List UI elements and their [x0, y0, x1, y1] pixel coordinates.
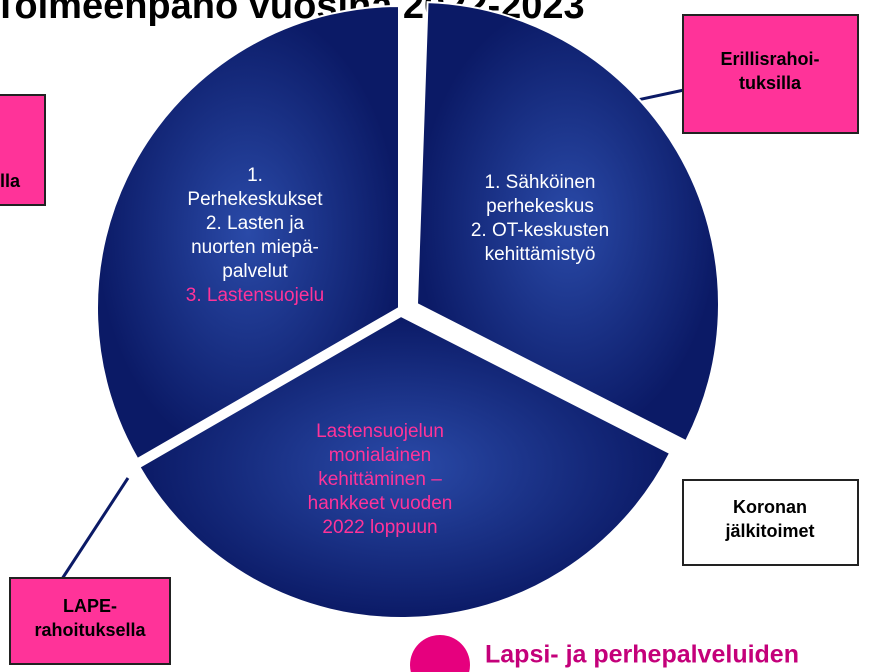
- pie-segment: [138, 314, 672, 619]
- segment-text: kehittämistyö: [485, 244, 596, 265]
- segment-text: hankkeet vuoden: [308, 493, 453, 514]
- segment-text: 2. OT-keskusten: [471, 220, 609, 241]
- box-label: Erillisrahoi-: [720, 49, 819, 69]
- box-label: Koronan: [733, 497, 807, 517]
- box: [682, 479, 859, 566]
- box: [0, 94, 46, 206]
- segment-text: 2. Lasten ja: [206, 213, 305, 234]
- segment-text: monialainen: [329, 445, 431, 466]
- segment-text: 3. Lastensuojelu: [186, 285, 324, 306]
- box: [9, 577, 171, 665]
- segment-text: Lastensuojelun: [316, 421, 444, 442]
- segment-text: kehittäminen –: [318, 469, 442, 490]
- logo-text: Lapsi- ja perhepalveluiden: [485, 641, 799, 669]
- logo-icon: [410, 635, 470, 672]
- connector: [58, 477, 130, 583]
- segment-text: 2022 loppuun: [322, 517, 437, 538]
- box-label: rahoituksella: [34, 620, 146, 640]
- segment-text: perhekeskus: [486, 196, 594, 217]
- box-label: lla: [0, 171, 21, 191]
- pie-segment: [415, 1, 720, 443]
- pie: [95, 1, 720, 619]
- box: [682, 14, 859, 134]
- box-label: jälkitoimet: [724, 521, 814, 541]
- segment-text: 1.: [247, 165, 263, 186]
- pie-segment: [95, 4, 400, 461]
- box-label: tuksilla: [739, 73, 802, 93]
- segment-text: Perhekeskukset: [187, 189, 323, 210]
- box-label: LAPE-: [63, 596, 117, 616]
- segment-text: 1. Sähköinen: [485, 172, 596, 193]
- segment-text: palvelut: [222, 261, 288, 282]
- segment-text: nuorten miepä-: [191, 237, 319, 258]
